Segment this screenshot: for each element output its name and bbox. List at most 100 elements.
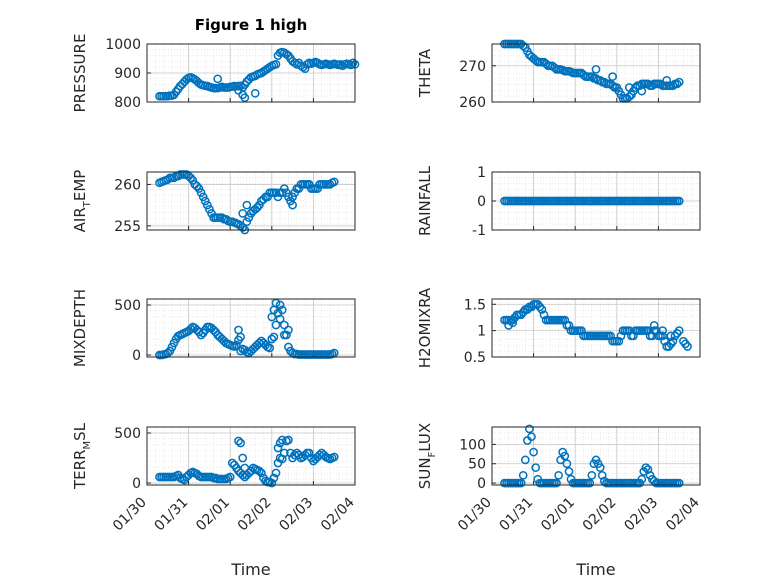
data-point [186, 324, 196, 334]
axes-frame [491, 43, 701, 103]
data-point [651, 326, 661, 335]
y-tick-label: 255 [114, 219, 141, 235]
series-markers [500, 299, 692, 351]
data-point [252, 203, 262, 212]
y-axis-label: AIRTEMP [71, 170, 93, 233]
series-markers [155, 47, 360, 103]
y-tick-label: 1 [477, 165, 486, 181]
x-tick-label: 02/04 [663, 494, 703, 534]
y-tick-label: 0 [477, 194, 486, 210]
data-point [250, 88, 260, 98]
y-tick-label: 260 [459, 95, 486, 111]
subplot-terr-msl: 0 500 01/30 01/31 02/01 02/02 02/03 02/04 TERRMS… [71, 422, 358, 579]
data-point [608, 81, 617, 91]
data-point [647, 331, 657, 341]
data-point [631, 83, 640, 92]
y-tick-label: 800 [114, 95, 141, 111]
data-point [649, 79, 659, 89]
data-point [508, 318, 518, 328]
data-point [225, 472, 235, 482]
data-point [232, 340, 241, 350]
data-point [516, 478, 526, 488]
figure-title: Figure 1 high [195, 16, 308, 34]
y-axis-label: RAINFALL [416, 165, 434, 236]
y-tick-label: 0 [132, 476, 141, 492]
subplot-mixdepth: 0 500 MIXDEPTH [71, 289, 356, 367]
data-point [649, 321, 659, 330]
y-tick-label: 1.5 [464, 297, 486, 313]
data-point [282, 188, 291, 198]
data-point [230, 342, 239, 351]
data-point [277, 435, 287, 445]
data-point [236, 346, 245, 356]
data-point [329, 452, 339, 462]
data-point [564, 321, 574, 330]
y-tick-label: -1 [472, 223, 486, 239]
data-point [518, 41, 528, 51]
data-point [240, 463, 250, 473]
data-point [539, 310, 549, 320]
data-point [271, 320, 281, 330]
data-point [205, 204, 214, 214]
data-point [624, 92, 634, 101]
axes-frame [491, 426, 701, 486]
data-point [668, 81, 678, 91]
y-tick-label: 1000 [105, 37, 141, 53]
series-markers [155, 170, 339, 235]
data-point [198, 192, 208, 202]
plot-area [492, 299, 700, 357]
data-point [269, 332, 279, 342]
data-point [244, 213, 254, 222]
series-markers [155, 298, 339, 360]
x-tick-label: 02/01 [538, 495, 578, 535]
data-point [658, 326, 667, 335]
subplot-rainfall: -1 0 1 RAINFALL [416, 165, 701, 239]
x-tick-label: 01/30 [455, 495, 495, 535]
data-point [577, 326, 586, 335]
data-point [242, 217, 252, 227]
data-point [200, 196, 210, 206]
data-point [683, 342, 692, 351]
data-point [186, 173, 196, 183]
x-tick-label: 01/31 [497, 495, 537, 535]
data-point [286, 196, 295, 206]
data-point [662, 75, 672, 85]
data-point [520, 455, 530, 465]
data-point [674, 196, 684, 206]
axes-frame [491, 171, 701, 231]
data-point [238, 209, 248, 218]
data-point [275, 300, 285, 310]
x-tick-label: 02/04 [318, 494, 358, 534]
data-point [531, 463, 541, 472]
data-point [666, 331, 676, 341]
data-point [348, 58, 358, 68]
subplot-h2omixra: 0.5 1 1.5 H2OMIXRA [416, 287, 701, 368]
data-point [284, 325, 293, 335]
data-point [194, 184, 204, 193]
x-tick-label: 01/31 [152, 495, 192, 535]
data-point [674, 478, 684, 488]
y-tick-label: 900 [114, 66, 141, 82]
data-point [554, 470, 563, 480]
data-point [304, 448, 314, 458]
data-point [595, 75, 605, 85]
data-point [234, 436, 243, 446]
data-point [587, 72, 597, 81]
data-point [346, 60, 356, 70]
data-point [288, 192, 297, 202]
data-point [300, 64, 310, 74]
data-point [284, 192, 293, 202]
data-point [238, 90, 248, 100]
data-point [238, 453, 248, 463]
data-point [336, 59, 345, 69]
plot-area [147, 299, 355, 357]
data-point [595, 463, 605, 472]
x-axis-label: Time [575, 560, 615, 579]
data-point [236, 438, 245, 448]
data-point [641, 463, 651, 472]
axes-frame [146, 171, 356, 231]
data-point [518, 470, 528, 480]
data-point [213, 74, 223, 84]
data-point [674, 326, 684, 335]
